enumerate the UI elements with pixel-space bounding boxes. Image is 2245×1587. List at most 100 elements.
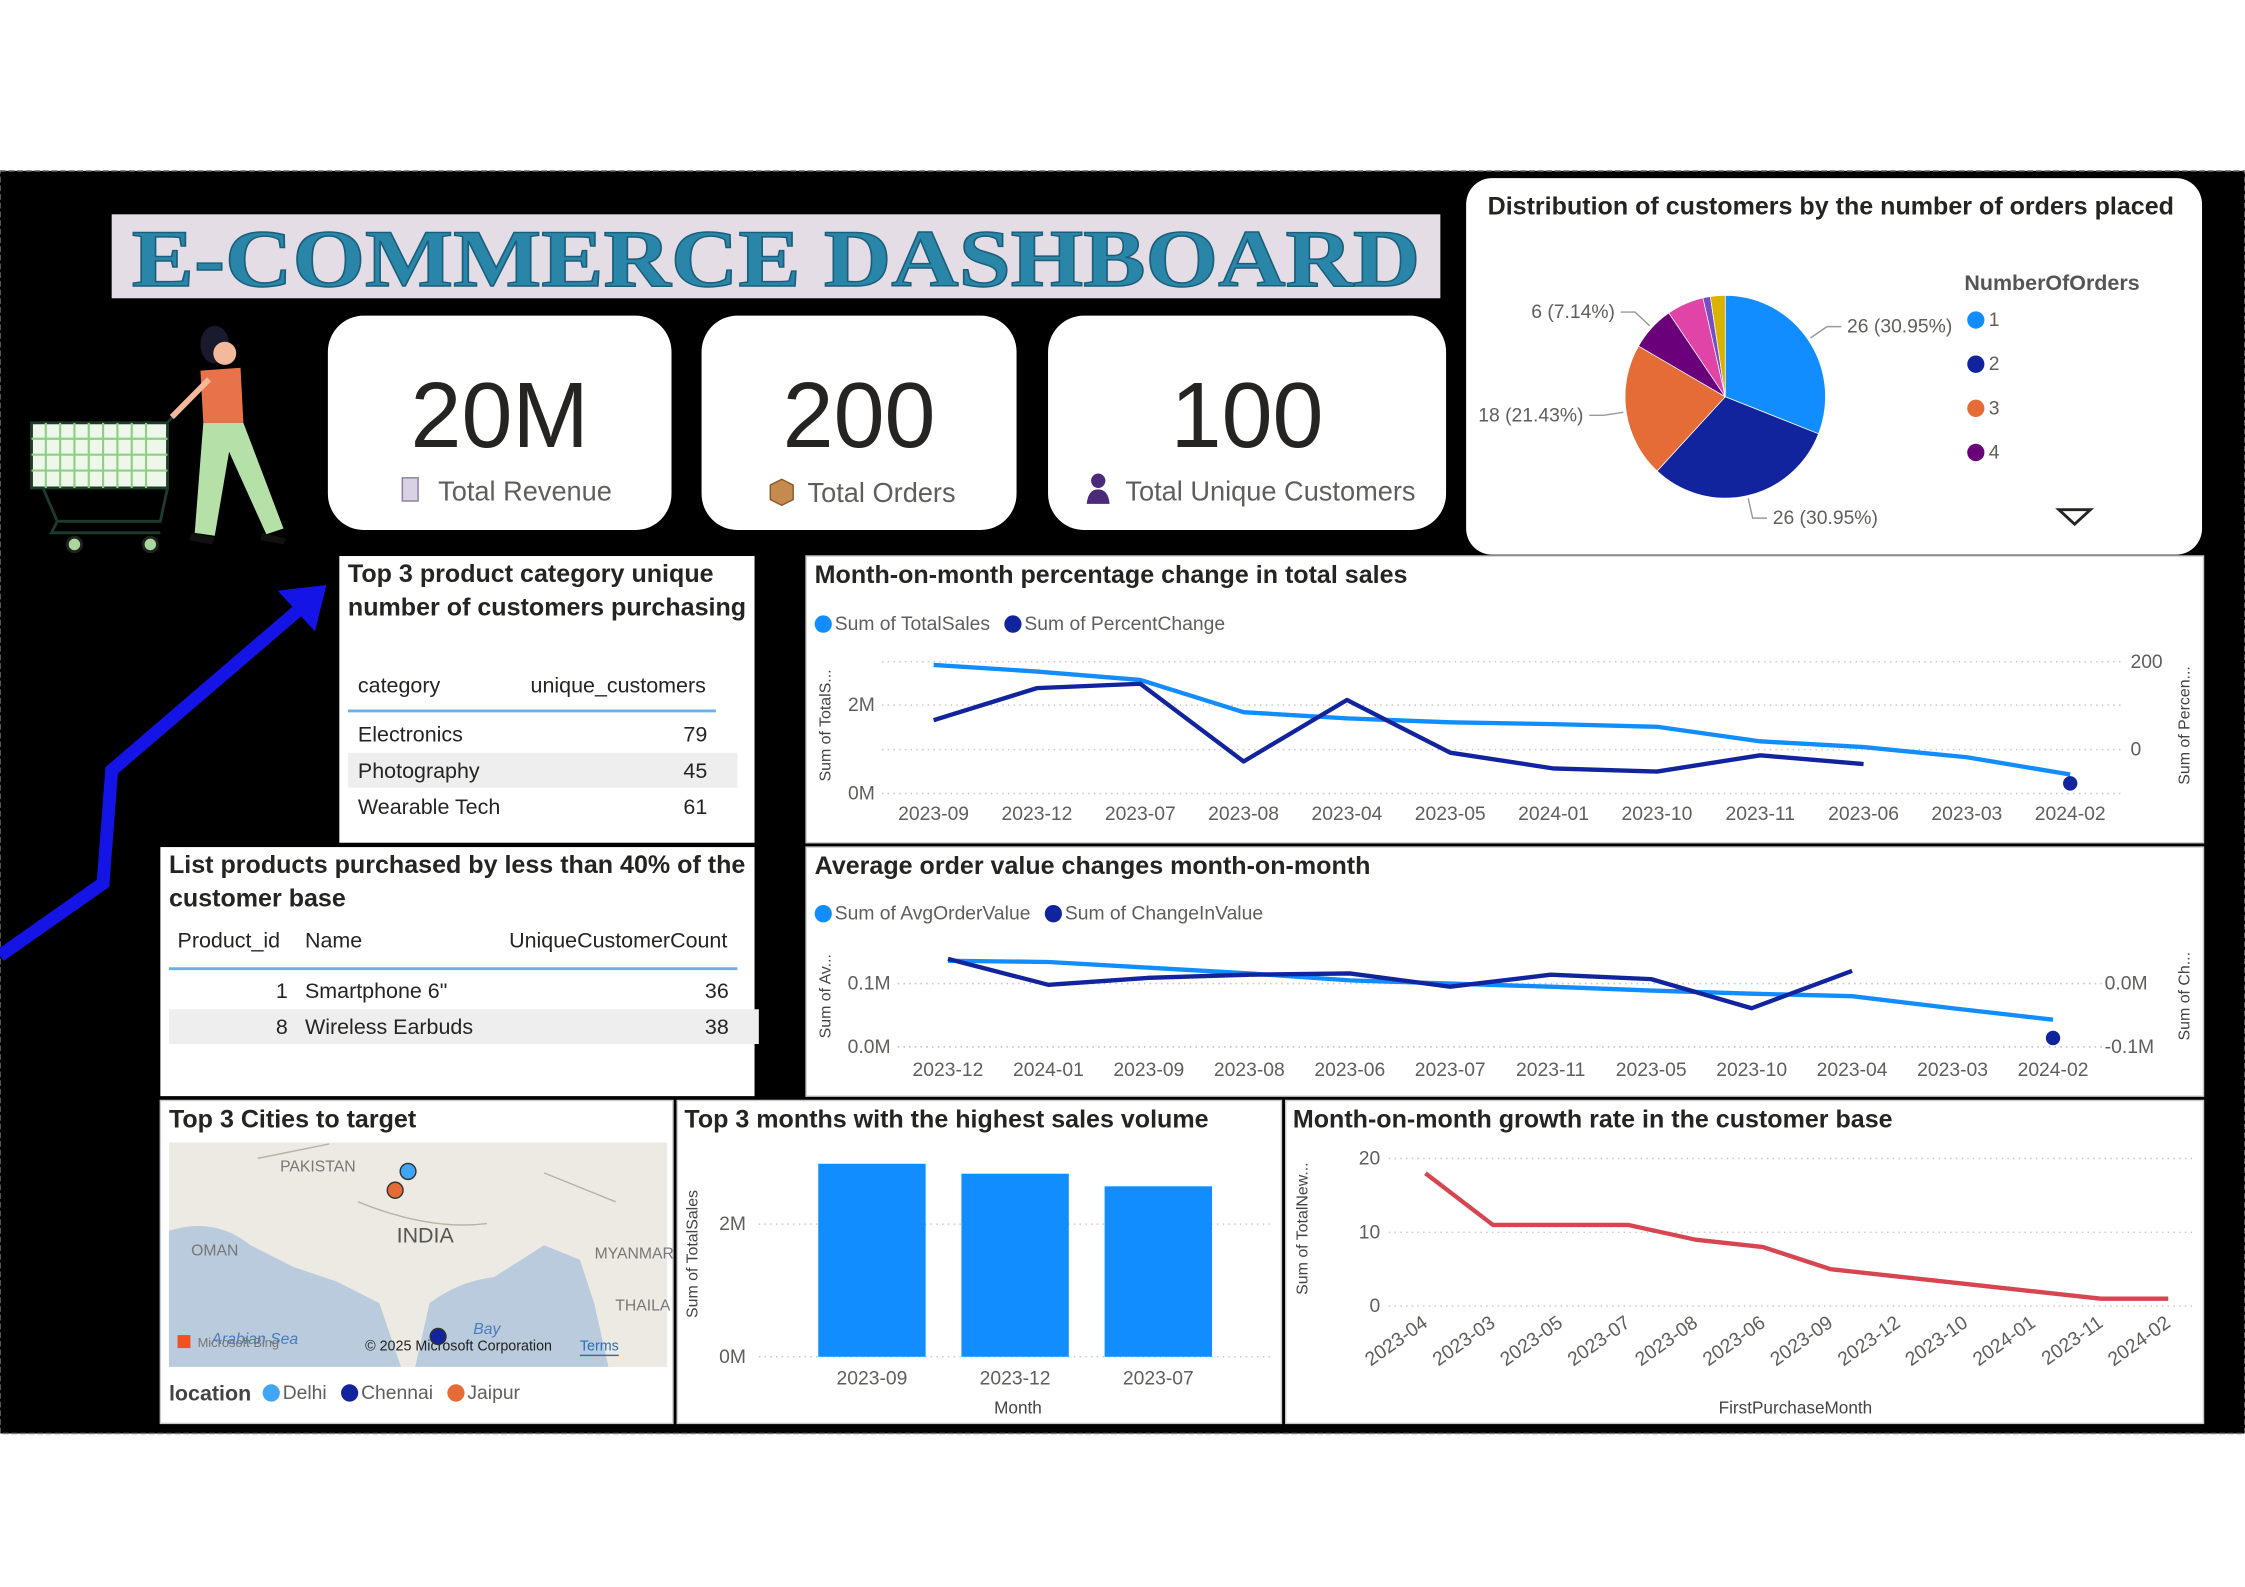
y-tick-label: 0M — [848, 782, 875, 804]
pie-title-text: Distribution of customers by the number … — [1487, 191, 2174, 221]
kpi-icon — [401, 477, 419, 502]
bar — [961, 1173, 1069, 1357]
legend-label: 2 — [1989, 353, 2000, 375]
table-header: category — [358, 672, 441, 697]
legend-label: Delhi — [283, 1382, 327, 1404]
bing-logo — [177, 1335, 191, 1349]
growth-arrow — [0, 584, 327, 962]
table-cell: 8 — [276, 1014, 288, 1039]
x-tick-label: 2023-11 — [1726, 803, 1795, 825]
x-tick-label: 2023-06 — [1828, 803, 1899, 825]
legend-title: NumberOfOrders — [1964, 270, 2139, 295]
pie-slice — [1624, 345, 1726, 472]
kpi-value: 20M — [411, 364, 589, 468]
legend-marker — [1044, 904, 1062, 923]
map-label: Terms — [580, 1339, 619, 1355]
panel — [339, 556, 755, 843]
panel — [805, 846, 2205, 1097]
legend-marker — [262, 1384, 280, 1402]
data-label: 18 (21.43%) — [1478, 404, 1583, 426]
x-tick-label: 2023-07 — [1123, 1367, 1194, 1389]
kpi-card — [327, 315, 672, 530]
y-axis-title: Sum of TotalSales — [685, 1190, 702, 1318]
chart-title: Month-on-month growth rate in the custom… — [1293, 1105, 1893, 1133]
leader-line — [1589, 411, 1624, 417]
table-header: Product_id — [178, 927, 281, 952]
map-title: Top 3 Cities to target — [169, 1105, 417, 1133]
point-marker — [2063, 776, 2078, 791]
table-cell: 38 — [705, 1014, 729, 1039]
x-tick-label: 2023-09 — [1113, 1059, 1184, 1081]
bar — [818, 1163, 926, 1357]
row-band — [347, 752, 738, 788]
city-marker — [386, 1181, 404, 1199]
data-label: 26 (30.95%) — [1847, 316, 1952, 338]
data-label: 26 (30.95%) — [1773, 507, 1878, 529]
legend-label: Sum of ChangeInValue — [1065, 903, 1263, 925]
legend-label: 3 — [1989, 397, 2000, 419]
point-marker — [2045, 1030, 2061, 1046]
map-label: Bay — [473, 1321, 501, 1338]
kpi-icon — [769, 478, 794, 507]
data-label: 6 (7.14%) — [1531, 301, 1615, 323]
x-tick-label: 2023-12 — [913, 1059, 984, 1081]
y-axis-title: Sum of Av... — [818, 954, 835, 1038]
x-tick-label: 2024-02 — [2035, 803, 2106, 825]
table-title: Top 3 product category unique number of … — [347, 558, 747, 622]
x-tick-label: 2023-03 — [1917, 1059, 1988, 1081]
legend-label: 1 — [1989, 309, 2000, 331]
table-cell: Smartphone 6" — [305, 978, 447, 1003]
table-cell: 36 — [705, 978, 729, 1003]
chart-title: Month-on-month percentage change in tota… — [815, 561, 1408, 589]
table-cell: Electronics — [358, 722, 463, 747]
leader-line — [1620, 311, 1651, 327]
chart-title: Top 3 months with the highest sales volu… — [684, 1105, 1208, 1133]
kpi-label: Total Revenue — [438, 475, 612, 506]
y2-axis-title: Sum of Ch... — [2176, 952, 2193, 1040]
kpi-value: 100 — [1171, 364, 1324, 468]
pie-slice — [1709, 295, 1726, 397]
map-label: Microsoft Bing — [198, 1335, 280, 1350]
x-tick-label: 2023-08 — [1208, 803, 1279, 825]
map-label: © 2025 Microsoft Corporation — [365, 1339, 552, 1355]
leader-line — [1810, 325, 1842, 339]
y2-axis-title: Sum of Percen... — [2176, 666, 2193, 785]
y-tick-label: 10 — [1359, 1221, 1381, 1243]
x-axis-title: Month — [994, 1397, 1042, 1417]
table-title-text: List products purchased by less than 40%… — [168, 849, 746, 913]
y2-tick-label: -0.1M — [2105, 1036, 2154, 1058]
y-tick-label: 2M — [848, 694, 875, 716]
map[interactable] — [168, 1142, 668, 1367]
series-line — [1424, 1171, 2169, 1301]
x-tick-label: 2023-03 — [1931, 803, 2002, 825]
x-tick-label: 2023-08 — [1214, 1059, 1285, 1081]
panel — [160, 847, 755, 1097]
x-tick-label: 2023-10 — [1716, 1059, 1787, 1081]
x-tick-label: 2023-10 — [1621, 803, 1692, 825]
x-tick-label: 2023-06 — [1314, 1059, 1385, 1081]
x-tick-label: 2023-12 — [980, 1367, 1051, 1389]
table-cell: Wearable Tech — [358, 794, 500, 819]
pie-title: Distribution of customers by the number … — [1487, 191, 2174, 221]
kpi-icon — [1086, 473, 1110, 504]
city-marker — [429, 1327, 447, 1346]
legend-label: Sum of TotalSales — [835, 613, 991, 635]
series-line — [933, 662, 2071, 777]
table-cell: 1 — [276, 978, 288, 1003]
table-cell: 79 — [683, 722, 707, 747]
x-tick-label: 2023-11 — [1516, 1059, 1585, 1081]
map-label: MYANMAR — [595, 1245, 674, 1262]
legend-marker — [814, 904, 832, 923]
table-title-text: Top 3 product category unique number of … — [347, 558, 747, 622]
x-axis-title: FirstPurchaseMonth — [1719, 1397, 1873, 1417]
kpi-card — [1048, 315, 1447, 530]
x-tick-label: 2024-01 — [1013, 1059, 1084, 1081]
kpi-value: 200 — [783, 364, 936, 468]
legend-label: Jaipur — [467, 1382, 520, 1404]
map-label: THAILA — [615, 1298, 671, 1315]
map-label: INDIA — [397, 1223, 455, 1248]
legend-scroll-icon[interactable] — [2055, 508, 2095, 527]
map-label: Arabian Sea — [211, 1331, 299, 1348]
